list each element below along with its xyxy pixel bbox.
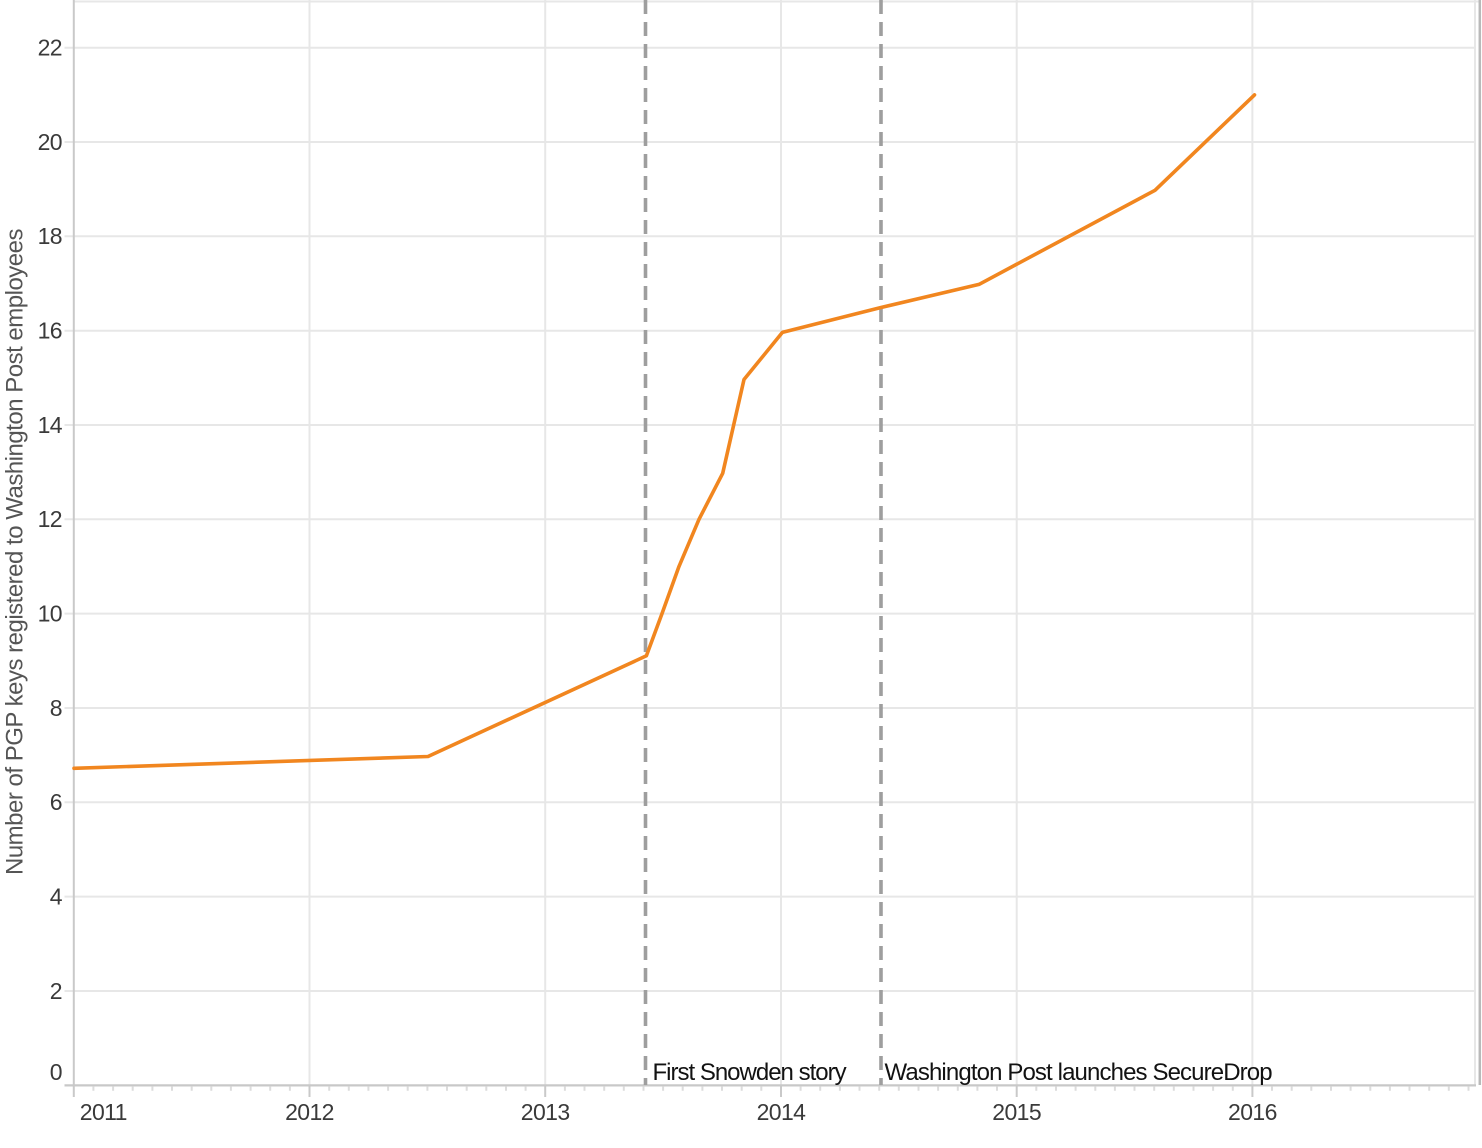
svg-text:2014: 2014 [757, 1099, 807, 1125]
svg-text:14: 14 [38, 412, 63, 438]
svg-text:8: 8 [50, 695, 62, 721]
svg-text:0: 0 [50, 1059, 62, 1085]
svg-text:22: 22 [38, 35, 62, 61]
svg-text:20: 20 [38, 129, 62, 155]
svg-text:Washington Post launches Secur: Washington Post launches SecureDrop [885, 1059, 1273, 1086]
svg-text:10: 10 [38, 601, 62, 627]
svg-text:2013: 2013 [521, 1099, 570, 1125]
svg-text:2011: 2011 [80, 1099, 127, 1125]
svg-text:First Snowden story: First Snowden story [653, 1059, 847, 1086]
svg-text:Number of PGP keys registered: Number of PGP keys registered to Washing… [2, 229, 29, 875]
svg-text:2015: 2015 [992, 1099, 1041, 1125]
svg-text:6: 6 [50, 789, 62, 815]
svg-text:4: 4 [50, 884, 63, 910]
svg-text:2012: 2012 [285, 1099, 334, 1125]
svg-text:18: 18 [38, 223, 62, 249]
svg-text:2016: 2016 [1228, 1099, 1277, 1125]
svg-text:12: 12 [38, 506, 62, 532]
svg-text:16: 16 [38, 318, 62, 344]
svg-text:2: 2 [50, 978, 62, 1004]
